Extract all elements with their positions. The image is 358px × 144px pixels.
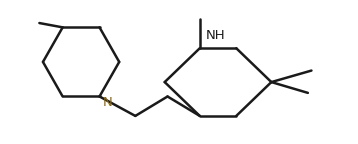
- Text: NH: NH: [206, 29, 226, 42]
- Text: N: N: [102, 96, 112, 109]
